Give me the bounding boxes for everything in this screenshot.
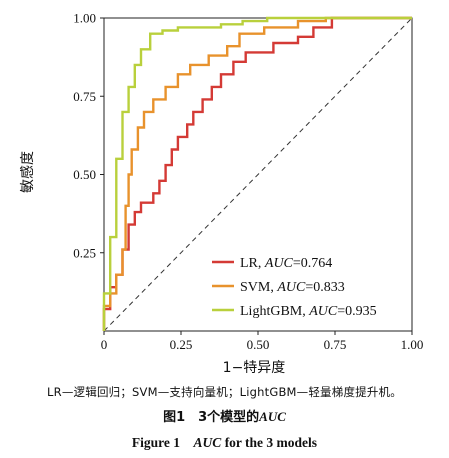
x-tick-label: 0.75: [324, 337, 347, 352]
legend-auc-key: AUC: [308, 304, 338, 319]
x-axis-label: 1−特异度: [223, 360, 286, 376]
series-line-lightgbm: [102, 16, 412, 331]
legend-label-lr: LR, AUC=0.764: [240, 256, 332, 271]
abbreviation-note: LR—逻辑回归；SVM—支持向量机；LightGBM—轻量梯度提升机。: [47, 385, 402, 399]
legend-series-name: LightGBM,: [240, 304, 309, 319]
y-axis-label: 敏感度: [19, 151, 36, 193]
y-tick-label: 1.00: [73, 11, 96, 26]
x-tick-label: 0.50: [247, 337, 270, 352]
figure-caption-cn: 图1 3个模型的AUC: [0, 406, 449, 425]
legend-auc-key: AUC: [276, 280, 306, 295]
y-tick-label: 0.75: [73, 89, 96, 104]
series-line-svm: [102, 16, 412, 331]
figure-caption-en: Figure 1 AUC for the 3 models: [0, 431, 449, 451]
x-tick-label: 0: [101, 337, 108, 352]
legend-auc-number: =0.764: [293, 256, 332, 271]
caption-en-suffix: for the 3 models: [221, 435, 318, 450]
caption-cn-prefix: 图1 3个模型的: [163, 410, 260, 425]
legend-label-lightgbm: LightGBM, AUC=0.935: [240, 304, 377, 319]
caption-en-auc: AUC: [193, 435, 222, 450]
diagonal-reference-line: [103, 17, 413, 332]
series-layer: [102, 16, 412, 331]
legend-label-svm: SVM, AUC=0.833: [240, 280, 345, 295]
y-tick-label: 0.25: [73, 245, 96, 260]
legend-auc-number: =0.935: [337, 304, 376, 319]
legend-auc-number: =0.833: [305, 280, 344, 295]
caption-cn-auc: AUC: [259, 409, 286, 424]
y-tick-label: 0.50: [73, 167, 96, 182]
legend-series-name: SVM,: [240, 280, 277, 295]
x-tick-label: 0.25: [170, 337, 193, 352]
caption-en-prefix: Figure 1: [131, 435, 194, 450]
plot-axes: 0 0.25 0.50 0.75 1.00 0.25 0.50 0.75 1.00: [73, 11, 423, 353]
legend-auc-key: AUC: [264, 256, 294, 271]
legend-series-name: LR,: [240, 256, 265, 271]
x-tick-label: 1.00: [401, 337, 424, 352]
